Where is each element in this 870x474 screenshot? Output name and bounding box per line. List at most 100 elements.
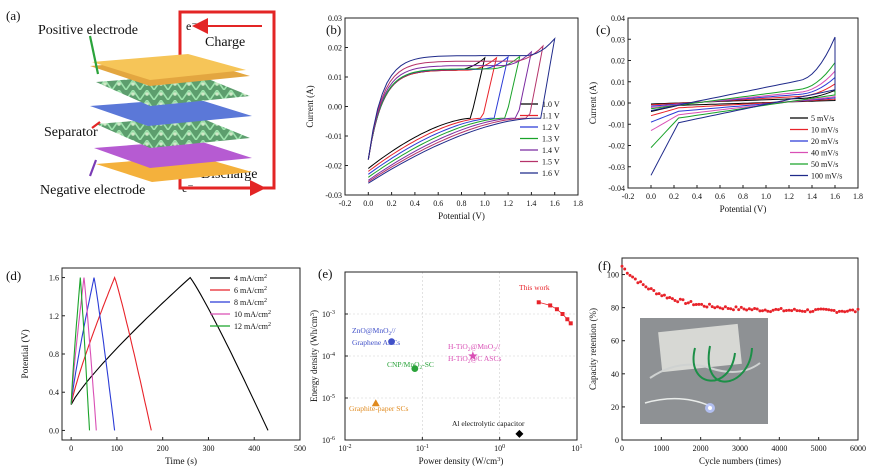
data-point — [665, 296, 669, 300]
panel-d-gcd: (d) 0 100 200 300 400 500 0.0 0.4 0.8 1.2 1.6 Time … — [6, 267, 306, 467]
legend-label-text: 8 mA/cm — [234, 298, 265, 307]
x-tick-exp: -1 — [424, 444, 429, 450]
data-point — [798, 309, 802, 313]
y-tick-label: 0.01 — [328, 73, 342, 82]
y-tick-label: -0.02 — [325, 162, 342, 171]
x-tick-label: 400 — [248, 444, 260, 453]
legend-label-text: 12 mA/cm — [234, 322, 269, 331]
x-tick-label: 1000 — [653, 444, 669, 453]
x-tick-label: 300 — [202, 444, 214, 453]
annotation-this-work: This work — [519, 283, 550, 292]
data-point — [684, 302, 688, 305]
data-point — [723, 305, 727, 309]
data-point — [668, 296, 672, 299]
inset-device-film — [658, 323, 742, 373]
annotation-cnp-sub: 2 — [420, 365, 423, 371]
data-point — [808, 310, 812, 314]
data-point — [644, 285, 648, 289]
series-line — [70, 277, 116, 431]
data-point — [742, 307, 746, 311]
x-axis-title: Cycle numbers (times) — [699, 456, 781, 466]
y-tick-label: 10-6 — [322, 436, 335, 445]
pointer-negative — [88, 159, 98, 177]
y-tick-label: 10-5 — [322, 394, 335, 403]
legend-label: 1.5 V — [542, 158, 560, 167]
y-axis-title: Potential (V) — [20, 329, 31, 378]
this-work-point — [568, 321, 573, 326]
annotation-htio-mid: @MnO — [470, 342, 493, 351]
inset-green-wire — [692, 347, 736, 382]
x-tick-label: 1.2 — [784, 192, 794, 201]
separator-label: Separator — [44, 125, 98, 140]
data-point — [647, 287, 650, 291]
data-point — [853, 310, 857, 314]
circuit-wire — [178, 10, 276, 190]
data-point — [639, 280, 643, 284]
data-point — [790, 309, 794, 313]
series-line — [367, 56, 486, 169]
legend-label-sup: 2 — [268, 310, 271, 316]
annotation-zno-line2: Graphene ASCs — [352, 338, 400, 347]
annotation-cnp: CNP/MnO2-SC — [387, 360, 434, 371]
data-point — [388, 338, 395, 346]
data-point — [676, 300, 680, 304]
y-tick-label: 80 — [611, 304, 619, 313]
data-point — [779, 307, 783, 310]
x-tick-exp: -2 — [347, 444, 352, 450]
data-point — [713, 306, 717, 310]
y-axis-title-end: ) — [309, 310, 319, 313]
annotation-zno: ZnO@MnO2// — [352, 326, 396, 337]
pointer-positive — [88, 35, 100, 75]
panel-c-cv-scanrates: (c) -0.2 0.0 0.2 0.4 0.6 0.8 1.0 1.2 1.4 1.6 1.8 -0… — [588, 14, 863, 214]
data-point — [686, 301, 690, 305]
data-point — [766, 309, 770, 313]
data-point — [739, 305, 743, 309]
data-point — [716, 305, 719, 309]
y-tick-label: 0.03 — [611, 35, 625, 44]
annotation-htio-line2: H-TiO2@C ASCs — [448, 354, 501, 365]
y-tick-label: 10-3 — [322, 310, 335, 319]
data-point — [700, 302, 704, 306]
inset-wire — [644, 397, 711, 407]
data-point — [705, 305, 709, 309]
data-point — [662, 293, 666, 297]
legend-label: 40 mV/s — [811, 149, 838, 158]
data-point — [774, 307, 778, 311]
this-work-point — [565, 317, 570, 322]
legend-label-text: 10 mA/cm — [234, 310, 269, 319]
legend-label: 1.1 V — [542, 112, 560, 121]
label-b: (b) — [326, 22, 341, 37]
data-point — [835, 311, 839, 314]
label-d: (d) — [6, 268, 21, 283]
y-tick-label: 0.02 — [328, 44, 342, 53]
electron-label-top: e⁻ — [186, 19, 198, 33]
y-tick-label: -0.01 — [608, 120, 625, 129]
series-line — [367, 50, 533, 181]
x-tick-label: 1.8 — [853, 192, 863, 201]
x-tick-label: 200 — [157, 444, 169, 453]
y-tick-exp: -4 — [330, 352, 335, 358]
data-point — [673, 299, 677, 302]
data-point — [845, 309, 849, 313]
y-tick-label: 1.6 — [49, 274, 59, 283]
data-point — [721, 307, 725, 311]
y-tick-label: 0.00 — [611, 99, 625, 108]
data-point — [697, 302, 701, 306]
inset-led — [708, 406, 712, 410]
x-tick-label: 1.0 — [761, 192, 771, 201]
y-tick-exp: -6 — [330, 436, 335, 442]
legend-label: 4 mA/cm2 — [234, 274, 267, 283]
y-axis-title: Capacity retention (%) — [588, 308, 598, 390]
data-point — [843, 310, 847, 314]
annotation-htio-tail: // — [496, 342, 501, 351]
data-point — [758, 309, 762, 313]
data-point — [655, 292, 658, 296]
legend-label-sup: 2 — [268, 322, 271, 328]
legend-label: 1.3 V — [542, 135, 560, 144]
annotation-htio-sub1: 2 — [468, 347, 471, 353]
y-tick-label: 0.04 — [611, 14, 625, 23]
data-point — [769, 310, 772, 314]
y-tick-label: -0.03 — [325, 191, 342, 200]
data-point — [678, 297, 682, 301]
data-point — [726, 307, 730, 310]
